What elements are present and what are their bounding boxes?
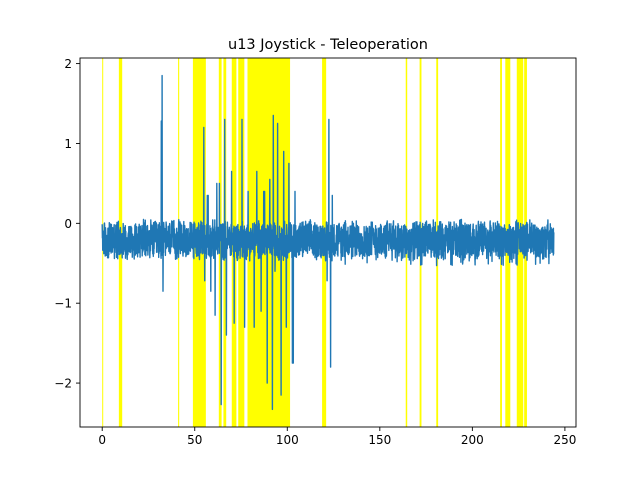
x-tick-label-0: 0 bbox=[98, 433, 106, 447]
x-tick-label-2: 100 bbox=[276, 433, 299, 447]
x-tick-label-5: 250 bbox=[553, 433, 576, 447]
x-axis-ticks: 0 50 100 150 200 250 bbox=[98, 427, 576, 447]
y-tick-label-4: 2 bbox=[64, 57, 72, 71]
highlight-band-4 bbox=[218, 58, 222, 427]
x-tick-label-3: 150 bbox=[368, 433, 391, 447]
x-tick-label-1: 50 bbox=[187, 433, 202, 447]
chart-title: u13 Joystick - Teleoperation bbox=[228, 37, 428, 53]
series-line bbox=[101, 74, 555, 411]
y-tick-label-0: −2 bbox=[54, 377, 72, 391]
y-axis-ticks: −2 −1 0 1 2 bbox=[54, 57, 80, 391]
axes-frame bbox=[79, 57, 577, 428]
x-tick-label-4: 200 bbox=[461, 433, 484, 447]
y-tick-label-2: 0 bbox=[64, 217, 72, 231]
series-group bbox=[101, 74, 555, 411]
y-tick-label-1: −1 bbox=[54, 297, 72, 311]
y-tick-label-3: 1 bbox=[64, 137, 72, 151]
